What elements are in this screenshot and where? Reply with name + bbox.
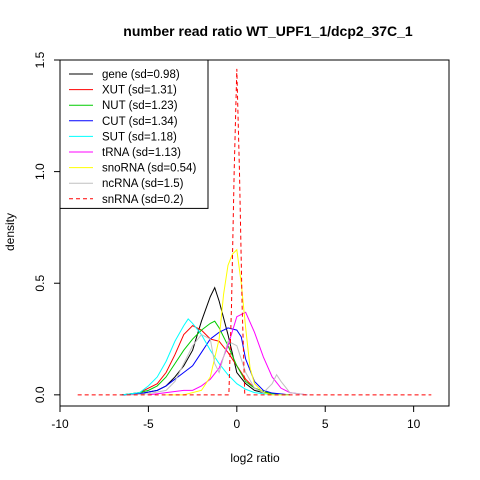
x-tick-label: -10 — [51, 417, 69, 431]
legend-label: CUT (sd=1.34) — [102, 116, 178, 128]
legend-label: XUT (sd=1.31) — [102, 85, 177, 97]
x-tick-label: 10 — [407, 417, 421, 431]
x-axis-label: log2 ratio — [230, 451, 280, 465]
legend: gene (sd=0.98) XUT (sd=1.31) NUT (sd=1.23)… — [59, 59, 209, 209]
series-line-8 — [77, 68, 432, 396]
series-group — [77, 68, 432, 396]
y-tick-label: 0.0 — [33, 386, 47, 403]
legend-label: snoRNA (sd=0.54) — [102, 163, 196, 175]
series-line-6 — [166, 248, 290, 396]
x-tick-label: 0 — [233, 417, 240, 431]
chart-title: number read ratio WT_UPF1_1/dcp2_37C_1 — [123, 23, 413, 39]
y-tick-label: 1.5 — [33, 51, 47, 68]
y-tick-label: 0.5 — [33, 275, 47, 292]
legend-label: snRNA (sd=0.2) — [102, 194, 184, 206]
legend-label: SUT (sd=1.18) — [102, 131, 177, 143]
legend-label: tRNA (sd=1.13) — [102, 147, 181, 159]
x-tick-label: -5 — [143, 417, 154, 431]
y-tick-label: 1.0 — [33, 163, 47, 180]
legend-label: NUT (sd=1.23) — [102, 100, 178, 112]
legend-label: ncRNA (sd=1.5) — [102, 178, 184, 190]
series-line-7 — [130, 333, 308, 396]
legend-label: gene (sd=0.98) — [102, 69, 180, 81]
series-line-3 — [121, 327, 290, 396]
x-tick-label: 5 — [322, 417, 329, 431]
y-axis-label: density — [3, 213, 17, 251]
